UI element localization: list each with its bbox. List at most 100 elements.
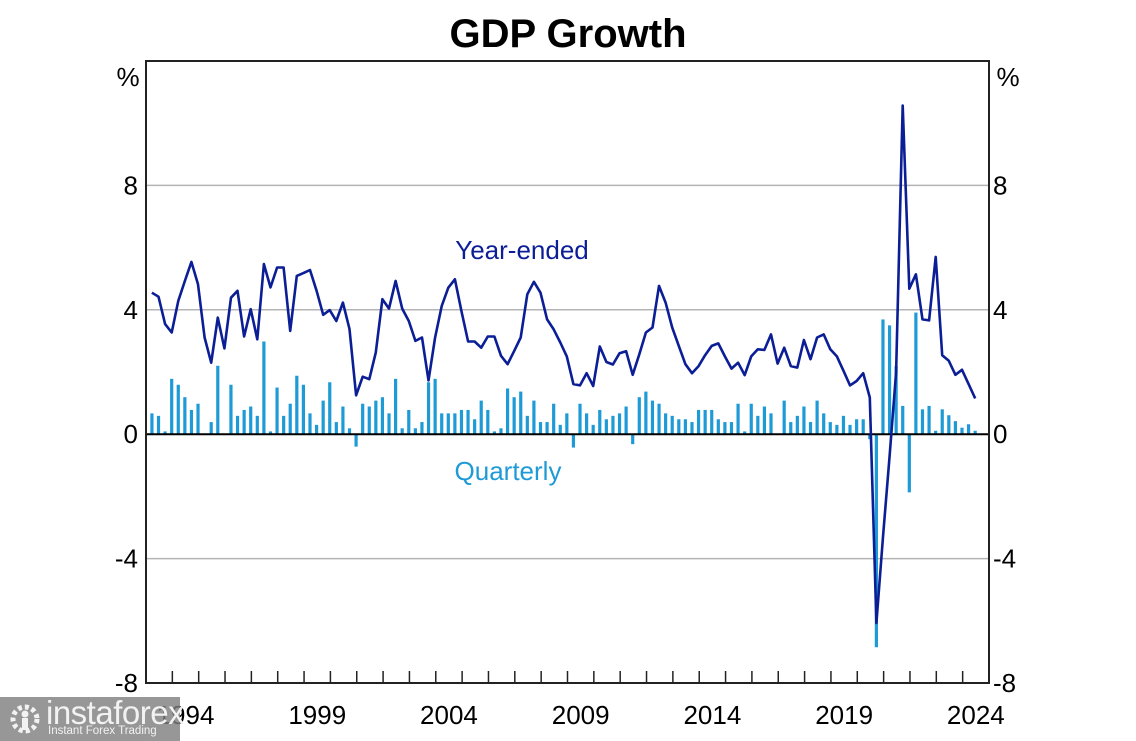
quarterly-bar — [887, 325, 892, 435]
quarterly-bar — [729, 422, 734, 435]
quarterly-bar — [914, 312, 918, 435]
y-tick-label-left: 0 — [124, 419, 138, 449]
watermark-tagline: Instant Forex Trading — [48, 725, 157, 737]
quarterly-bar — [571, 434, 576, 448]
quarterly-bar — [446, 413, 450, 435]
quarterly-bar — [242, 409, 246, 435]
quarterly-bar — [683, 419, 687, 435]
quarterly-bar — [749, 403, 753, 435]
quarterly-bar — [275, 387, 279, 435]
quarterly-bar — [617, 413, 622, 435]
quarterly-bar — [321, 400, 325, 435]
quarterly-bar — [604, 419, 608, 435]
quarterly-bar — [828, 422, 832, 435]
quarterly-bar — [249, 406, 253, 435]
quarterly-bar — [631, 434, 635, 445]
quarterly-bar — [881, 319, 885, 435]
quarterly-bar — [815, 400, 819, 435]
x-tick-label: 1999 — [288, 700, 346, 730]
y-axis-right-labels: -8 -4 0 4 8 — [993, 170, 1016, 698]
watermark-brand: instaforex — [46, 694, 185, 731]
quarterly-bar — [538, 422, 543, 435]
quarterly-bar — [387, 413, 391, 435]
quarterly-bar — [795, 415, 799, 435]
quarterly-bar — [235, 415, 240, 435]
quarterly-bar — [789, 422, 793, 435]
quarterly-bar — [156, 415, 161, 435]
x-axis-ticks — [171, 671, 964, 683]
x-tick-label: 2019 — [815, 700, 873, 730]
y-axis-right-unit: % — [996, 62, 1019, 92]
y-tick-label-right: 8 — [993, 170, 1007, 200]
y-tick-label-left: -8 — [115, 668, 138, 698]
quarterly-bar — [782, 400, 786, 435]
quarterly-bar — [861, 419, 865, 435]
quarterly-bar — [565, 413, 569, 435]
quarterly-bar — [380, 397, 385, 435]
quarterly-bar — [512, 397, 516, 435]
quarterly-bar — [170, 378, 174, 435]
quarterly-bar — [314, 424, 319, 435]
y-axis-left-unit: % — [116, 62, 139, 92]
quarterly-bar — [960, 427, 964, 435]
quarterly-bar — [637, 397, 641, 435]
quarterly-bar — [690, 422, 694, 435]
quarterly-bar — [901, 405, 905, 435]
y-tick-label-right: 0 — [993, 419, 1007, 449]
quarterly-bar — [308, 413, 312, 435]
x-tick-label: 2009 — [552, 700, 610, 730]
y-tick-label-left: 8 — [124, 170, 138, 200]
quarterly-bar — [433, 378, 437, 435]
quarterly-bar — [716, 419, 720, 435]
quarterly-bar — [150, 413, 154, 435]
year-ended-line — [151, 104, 977, 625]
quarterly-bar — [584, 413, 589, 435]
quarterly-bar — [841, 415, 846, 435]
quarterly-bar — [440, 413, 444, 435]
quarterly-bar — [578, 403, 582, 435]
quarterly-bar — [940, 409, 944, 435]
quarterly-bar — [255, 415, 259, 435]
quarterly-bar — [611, 415, 615, 435]
quarterly-bar — [723, 422, 727, 435]
quarterly-bar — [934, 430, 938, 435]
quarterly-bar — [209, 422, 213, 435]
quarterly-bar — [479, 400, 483, 435]
quarterly-bar — [453, 413, 457, 435]
quarterly-bar — [400, 428, 404, 435]
quarterly-bar — [163, 431, 167, 435]
quarterly-bar — [696, 409, 701, 435]
quarterly-bar — [558, 424, 562, 435]
quarterly-bar — [282, 415, 286, 435]
y-tick-label-left: -4 — [115, 544, 138, 574]
quarterly-bar — [710, 409, 714, 435]
quarterly-bar — [288, 403, 292, 435]
quarterly-bar — [374, 400, 378, 435]
quarterly-bar — [756, 415, 760, 435]
x-axis-labels: 1994 1999 2004 2009 2014 2019 2024 — [157, 700, 1005, 730]
y-tick-label-left: 4 — [124, 295, 138, 325]
plot-frame — [145, 60, 990, 684]
year-ended-label: Year-ended — [455, 235, 589, 265]
quarterly-bar — [229, 384, 233, 435]
quarterly-bar — [947, 415, 951, 435]
quarterly-bar — [927, 405, 931, 435]
quarterly-bar — [822, 413, 826, 435]
quarterly-bar — [519, 391, 523, 435]
quarterly-bar — [301, 384, 306, 435]
quarterly-bar — [347, 428, 352, 435]
quarterly-bar — [328, 382, 332, 435]
quarterly-bar — [591, 424, 595, 435]
instaforex-watermark: instaforex Instant Forex Trading — [0, 694, 185, 741]
quarterly-bar — [677, 419, 681, 435]
quarterly-bar — [736, 403, 740, 435]
quarterly-bar — [552, 403, 556, 435]
quarterly-bar — [808, 422, 813, 435]
quarterly-bar — [920, 409, 925, 435]
quarterly-bar — [762, 406, 767, 435]
quarterly-bar — [196, 403, 200, 435]
quarterly-bar — [624, 406, 628, 435]
x-tick-label: 2024 — [947, 700, 1005, 730]
quarterly-bar — [664, 413, 668, 435]
